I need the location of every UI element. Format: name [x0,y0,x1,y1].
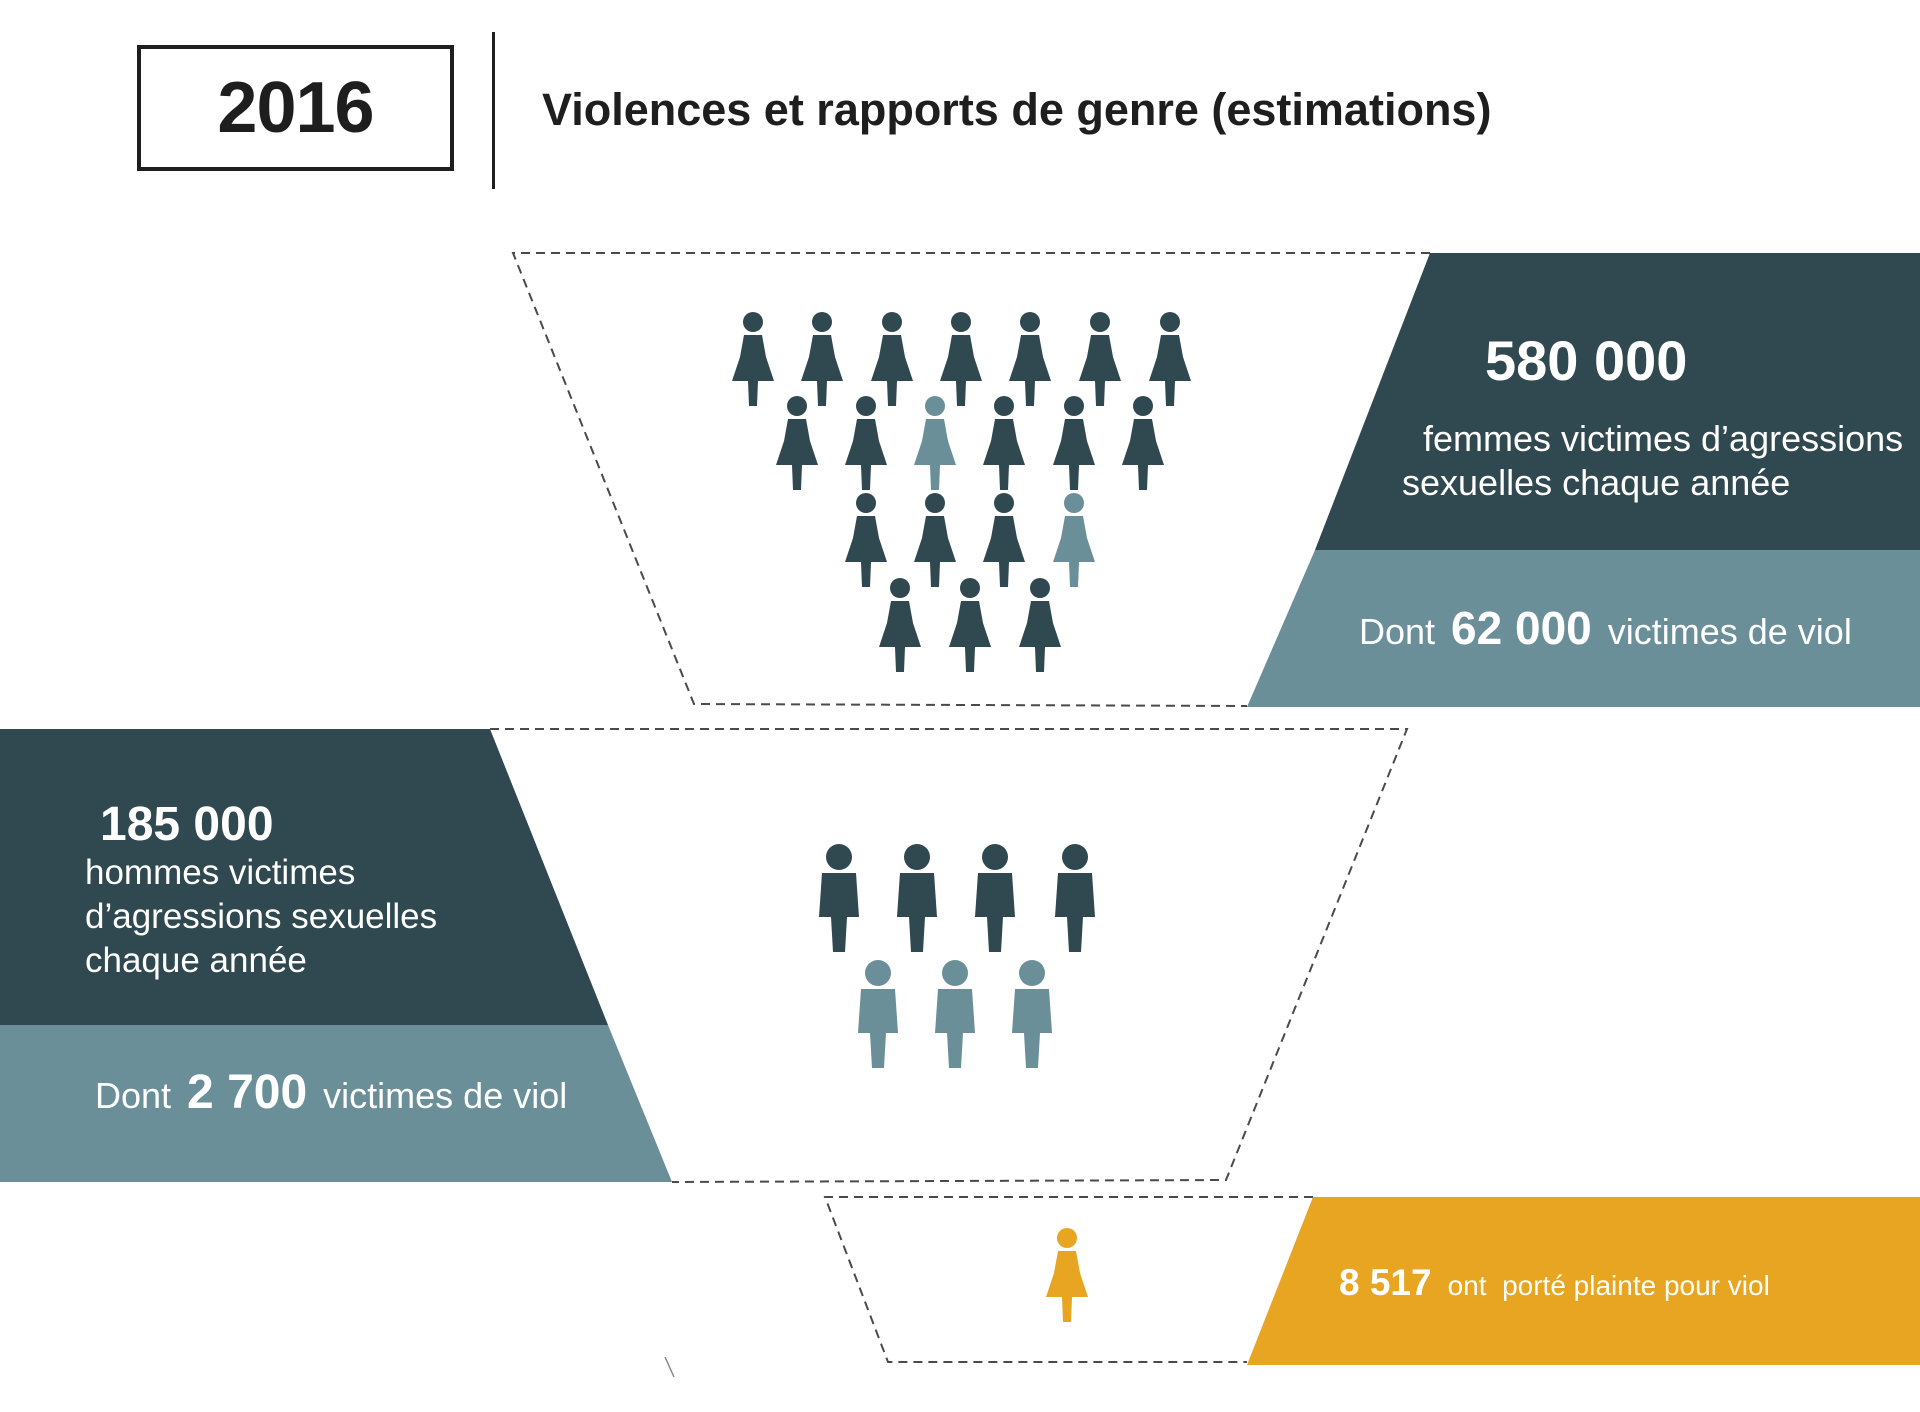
man-icon [819,844,859,952]
woman-icon [879,578,921,672]
woman-icon [1009,312,1051,406]
woman-icon [914,493,956,587]
complaints-funnel-outline [823,1196,1313,1363]
man-icon [1055,844,1095,952]
woman-icon [845,396,887,490]
complaint-icons-group [1046,1228,1088,1322]
men-dark-panel [0,729,608,1025]
woman-icon [949,578,991,672]
woman-icon [801,312,843,406]
complaints-line: 8 517 ont porté plainte pour viol [1339,1262,1770,1304]
men-rape-count: 2 700 [187,1066,308,1119]
women-rape-prefix: Dont [1359,611,1436,652]
woman-icon [1046,1228,1088,1322]
woman-icon [940,312,982,406]
woman-icon [914,396,956,490]
woman-icon [983,493,1025,587]
women-icons-group [732,312,1191,672]
woman-icon [1079,312,1121,406]
men-rape-line: Dont 2 700 victimes de viol [95,1065,567,1120]
women-description-line1: femmes victimes d’agressions [1423,418,1904,459]
complaints-count: 8 517 [1339,1262,1432,1303]
woman-icon [1053,396,1095,490]
man-icon [1012,960,1052,1068]
man-icon [975,844,1015,952]
women-rape-line: Dont 62 000 victimes de viol [1359,601,1852,655]
woman-icon [1149,312,1191,406]
men-rape-prefix: Dont [95,1075,172,1116]
men-funnel-outline [490,728,1409,1183]
women-funnel-outline [511,252,1430,707]
man-icon [858,960,898,1068]
woman-icon [1053,493,1095,587]
women-dark-panel [1315,253,1920,550]
men-description-line2: d’agressions sexuelles [85,897,438,936]
women-rape-count: 62 000 [1451,602,1592,654]
page-title: Violences et rapports de genre (estimati… [542,84,1492,135]
women-rape-suffix: victimes de viol [1607,611,1852,652]
woman-icon [871,312,913,406]
title-divider [492,32,495,189]
stray-mark [664,1356,675,1378]
men-description-line1: hommes victimes [85,853,356,892]
woman-icon [1019,578,1061,672]
men-rape-suffix: victimes de viol [323,1075,568,1116]
men-light-panel [0,1025,672,1182]
man-icon [897,844,937,952]
woman-icon [983,396,1025,490]
men-description-line3: chaque année [85,941,307,980]
man-icon [935,960,975,1068]
year-label: 2016 [137,45,454,171]
men-count: 185 000 [100,798,274,851]
women-description-line2: sexuelles chaque année [1402,462,1791,503]
woman-icon [845,493,887,587]
woman-icon [732,312,774,406]
woman-icon [1122,396,1164,490]
complaints-description: ont porté plainte pour viol [1447,1270,1770,1301]
woman-icon [776,396,818,490]
women-count: 580 000 [1485,329,1688,392]
complaints-panel [1247,1197,1920,1365]
men-icons-group [819,844,1095,1068]
women-light-panel [1247,550,1920,707]
